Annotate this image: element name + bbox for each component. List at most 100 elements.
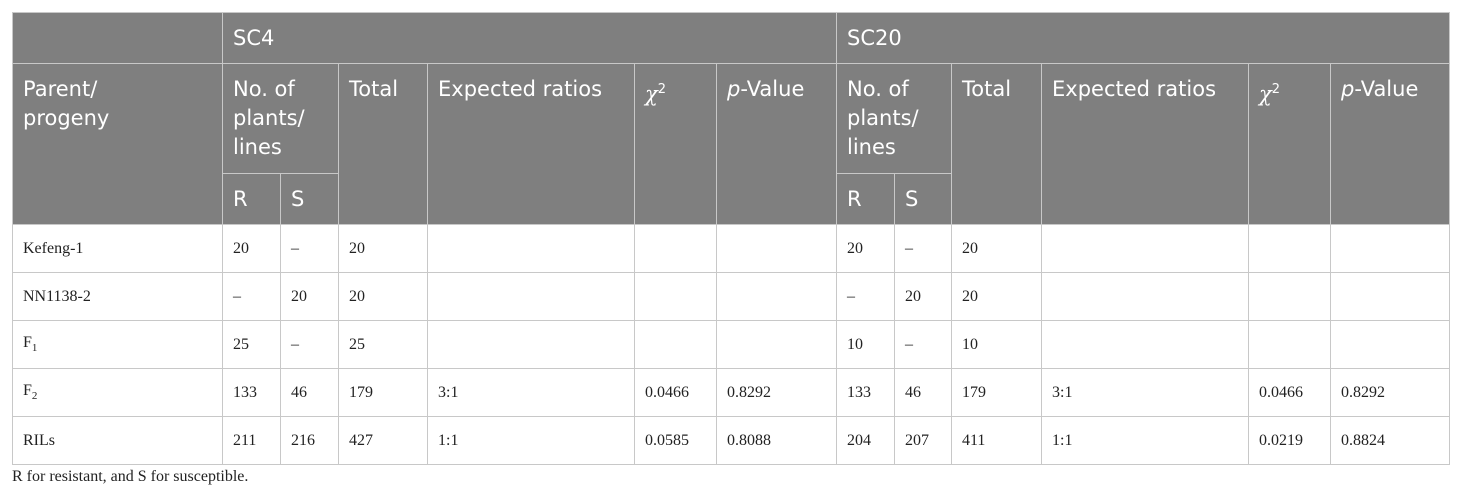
cell: 207 bbox=[894, 416, 953, 465]
superscript: 2 bbox=[657, 82, 667, 97]
group-header: SC20 bbox=[836, 12, 1451, 64]
column-header: Total bbox=[951, 63, 1043, 225]
header-row: SC4 SC20 bbox=[12, 12, 1451, 64]
column-header: S bbox=[894, 173, 953, 225]
cell bbox=[1248, 320, 1332, 369]
cell: – bbox=[894, 320, 953, 369]
header-cell: No. of plants/ lines bbox=[222, 63, 339, 174]
cell: 46 bbox=[280, 368, 339, 417]
cell: – bbox=[836, 272, 896, 321]
cell: 133 bbox=[836, 368, 896, 417]
cell bbox=[427, 224, 635, 273]
cell bbox=[1041, 272, 1250, 321]
cell: 1:1 bbox=[427, 416, 635, 465]
header-cell bbox=[12, 12, 223, 64]
column-header: No. of plants/ lines bbox=[233, 77, 305, 159]
superscript: 2 bbox=[1271, 82, 1281, 97]
cell: 20 bbox=[222, 224, 281, 273]
cell: 25 bbox=[338, 320, 428, 369]
body-row: F1 25–25 10–10 bbox=[12, 320, 1451, 369]
cell: 204 bbox=[836, 416, 896, 465]
cell: – bbox=[280, 224, 339, 273]
cell bbox=[1330, 320, 1451, 369]
row-header: Parent/ progeny bbox=[23, 77, 110, 130]
cell: 10 bbox=[951, 320, 1043, 369]
text: -Value bbox=[740, 77, 805, 101]
cell: – bbox=[280, 320, 339, 369]
cell: 3:1 bbox=[1041, 368, 1250, 417]
cell: – bbox=[894, 224, 953, 273]
cell bbox=[1041, 224, 1250, 273]
cell bbox=[427, 272, 635, 321]
header-cell: Parent/ progeny bbox=[12, 63, 223, 225]
text: F bbox=[23, 382, 32, 400]
cell: 0.0585 bbox=[634, 416, 717, 465]
cell bbox=[634, 224, 717, 273]
cell: 20 bbox=[836, 224, 896, 273]
row-label: Kefeng-1 bbox=[12, 224, 223, 273]
cell: 179 bbox=[951, 368, 1043, 417]
column-header: R bbox=[222, 173, 281, 225]
cell: 20 bbox=[951, 272, 1043, 321]
cell bbox=[634, 272, 717, 321]
cell bbox=[715, 320, 838, 369]
cell: 427 bbox=[338, 416, 428, 465]
subscript: 2 bbox=[31, 390, 38, 403]
body-row: RILs 211 216 427 1:1 0.0585 0.8088 204 207 411 1:1… bbox=[12, 416, 1451, 465]
column-header: R bbox=[836, 173, 896, 225]
subscript: 1 bbox=[31, 342, 38, 355]
symbol: χ bbox=[645, 82, 658, 106]
cell: 179 bbox=[338, 368, 428, 417]
data-table: SC4 SC20 Parent/ progeny No. of plants/ lin… bbox=[12, 12, 1451, 465]
cell: 0.0219 bbox=[1248, 416, 1332, 465]
cell: 20 bbox=[338, 224, 428, 273]
column-header: S bbox=[280, 173, 339, 225]
footnote: R for resistant, and S for susceptible. bbox=[12, 468, 249, 485]
cell bbox=[715, 272, 838, 321]
italic: p bbox=[1341, 77, 1355, 101]
column-header: χ2 bbox=[634, 63, 717, 225]
text: F bbox=[23, 334, 32, 352]
column-header: Total bbox=[338, 63, 428, 225]
column-header: Expected ratios bbox=[1041, 63, 1250, 225]
cell bbox=[1248, 224, 1332, 273]
cell: 10 bbox=[836, 320, 896, 369]
cell: 20 bbox=[951, 224, 1043, 273]
cell: 20 bbox=[894, 272, 953, 321]
cell: 3:1 bbox=[427, 368, 635, 417]
symbol: χ bbox=[1259, 82, 1272, 106]
cell: 216 bbox=[280, 416, 339, 465]
cell: 20 bbox=[338, 272, 428, 321]
cell: 0.0466 bbox=[634, 368, 717, 417]
cell: 20 bbox=[280, 272, 339, 321]
cell: 0.8292 bbox=[1330, 368, 1451, 417]
cell: – bbox=[222, 272, 281, 321]
cell bbox=[715, 224, 838, 273]
row-label: RILs bbox=[12, 416, 223, 465]
column-header: p-Value bbox=[715, 63, 838, 225]
row-label: F1 bbox=[12, 320, 223, 369]
text: Kefeng-1 bbox=[23, 239, 84, 257]
body-row: F2 133 46 179 3:1 0.0466 0.8292 133 46 179 3:1 0.04… bbox=[12, 368, 1451, 417]
text: -Value bbox=[1354, 77, 1419, 101]
cell: 0.0466 bbox=[1248, 368, 1332, 417]
cell: 1:1 bbox=[1041, 416, 1250, 465]
cell: 211 bbox=[222, 416, 281, 465]
cell bbox=[1330, 224, 1451, 273]
row-label: F2 bbox=[12, 368, 223, 417]
header-row: Parent/ progeny No. of plants/ lines Total… bbox=[12, 63, 1451, 225]
cell: 0.8824 bbox=[1330, 416, 1451, 465]
body-row: NN1138-2–20 20–20 20 bbox=[12, 272, 1451, 321]
text: RILs bbox=[23, 431, 55, 449]
group-header: SC4 bbox=[221, 12, 838, 64]
cell: 0.8292 bbox=[715, 368, 838, 417]
cell bbox=[634, 320, 717, 369]
cell: 411 bbox=[951, 416, 1043, 465]
table-wrap: SC4 SC20 Parent/ progeny No. of plants/ lin… bbox=[12, 12, 1451, 465]
cell: 46 bbox=[894, 368, 953, 417]
column-header: χ2 bbox=[1248, 63, 1332, 225]
cell bbox=[1041, 320, 1250, 369]
cell: 133 bbox=[222, 368, 281, 417]
